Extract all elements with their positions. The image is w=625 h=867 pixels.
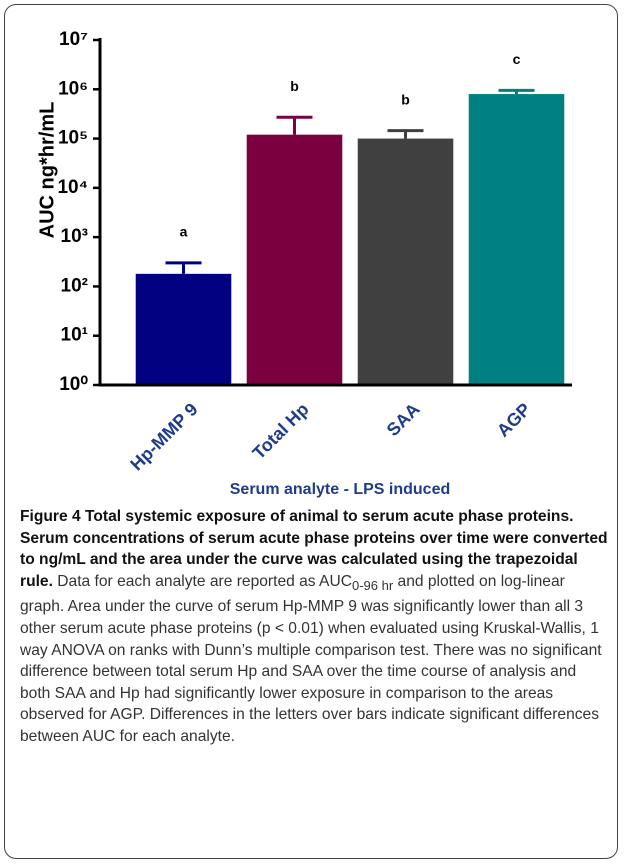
chart: AUC ng*hr/mL Serum analyte - LPS induced… — [36, 29, 572, 498]
x-tick-label: Total Hp — [249, 399, 313, 463]
significance-letter: c — [513, 51, 521, 67]
x-tick-label: SAA — [383, 399, 424, 440]
bar — [135, 273, 232, 385]
y-tick-label: 10⁷ — [59, 29, 88, 50]
bar — [468, 94, 565, 385]
y-tick-label: 10⁶ — [58, 78, 88, 99]
x-tick-label: Hp-MMP 9 — [126, 399, 201, 474]
significance-letter: b — [401, 91, 410, 107]
y-tick-label: 10⁴ — [57, 177, 88, 198]
y-tick-label: 10¹ — [61, 325, 88, 346]
caption-subscript: 0-96 hr — [351, 577, 394, 593]
caption-text: Data for each analyte are reported as AU… — [52, 572, 352, 590]
caption-text: and plotted on log-linear graph. Area un… — [20, 572, 602, 746]
y-tick-label: 10³ — [61, 226, 88, 247]
caption-title: Total systemic exposure of animal to ser… — [20, 508, 608, 590]
y-tick-label: 10⁰ — [59, 374, 88, 395]
x-axis-label: Serum analyte - LPS induced — [230, 481, 451, 498]
y-tick-label: 10² — [61, 275, 88, 296]
significance-letter: a — [180, 224, 188, 240]
y-axis-label: AUC ng*hr/mL — [36, 102, 58, 239]
significance-letter: b — [290, 78, 299, 94]
bar — [246, 134, 343, 385]
y-tick-label: 10⁵ — [58, 128, 88, 149]
caption: Figure 4 Total systemic exposure of anim… — [20, 506, 610, 748]
bar — [357, 138, 454, 385]
x-tick-label: AGP — [493, 399, 535, 441]
caption-label: Figure 4 — [20, 508, 81, 525]
figure-frame — [4, 4, 618, 859]
